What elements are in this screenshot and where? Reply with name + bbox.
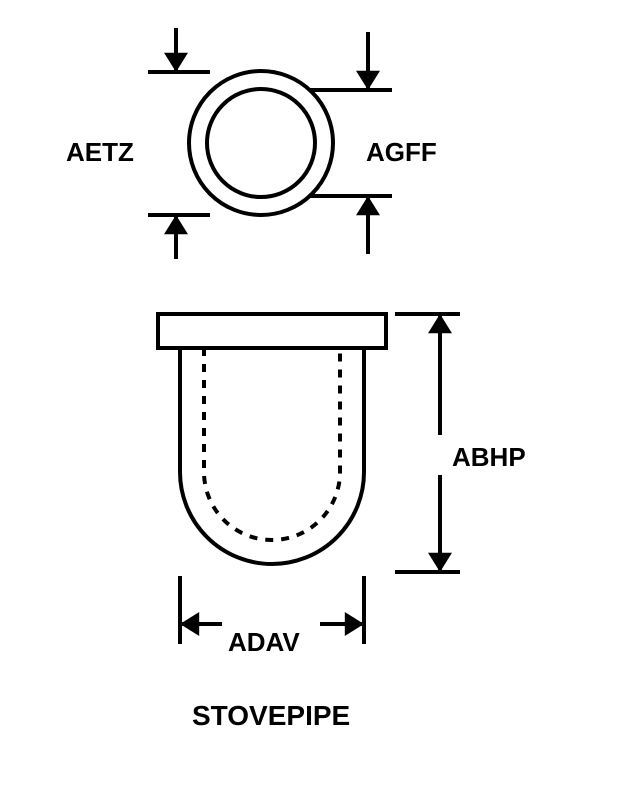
technical-drawing-svg: [0, 0, 638, 793]
label-abhp: ABHP: [452, 442, 526, 473]
label-agff: AGFF: [366, 137, 437, 168]
label-adav: ADAV: [228, 627, 300, 658]
label-aetz: AETZ: [66, 137, 134, 168]
diagram-container: AETZ AGFF ABHP ADAV STOVEPIPE: [0, 0, 638, 793]
diagram-title: STOVEPIPE: [192, 700, 350, 732]
